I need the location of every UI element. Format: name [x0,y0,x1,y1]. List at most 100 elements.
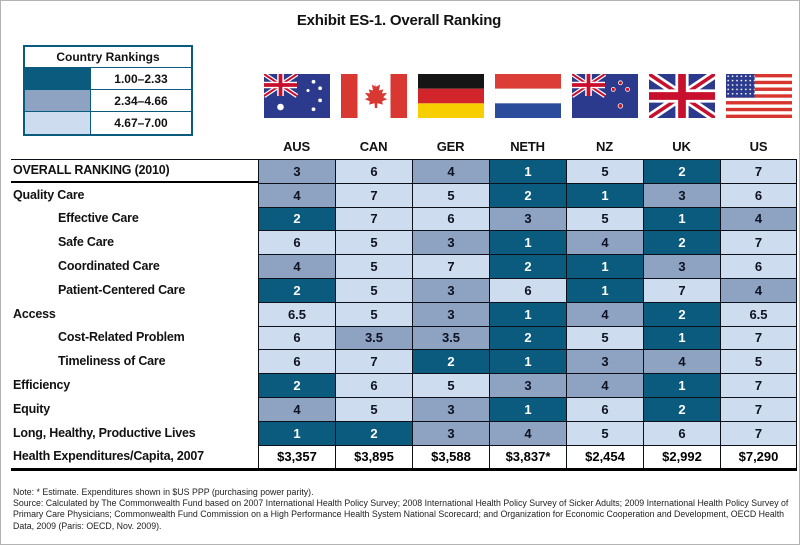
rank-cell: 7 [720,325,797,350]
legend-range-label: 4.67–7.00 [114,116,168,130]
canada-flag-icon [340,74,407,118]
rank-cell: 5 [335,277,412,302]
rank-cell: 5 [335,230,412,255]
rank-cell: $2,454 [566,444,643,469]
rank-cell: 4 [258,396,335,421]
rank-cell: 1 [566,254,643,278]
rank-cell: 6 [720,182,797,207]
legend-range-label: 1.00–2.33 [114,72,168,86]
rank-cell: 5 [335,254,412,278]
rank-cell: 3 [643,254,720,278]
rank-cell: 4 [566,230,643,255]
rank-cell: 3 [489,206,566,231]
legend-swatch-mid [25,90,91,111]
rank-cell: 7 [720,230,797,255]
rank-cell: 3.5 [335,325,412,350]
exhibit-title: Exhibit ES-1. Overall Ranking [296,12,502,29]
rank-cell: 1 [566,277,643,302]
row-label: Coordinated Care [58,259,160,274]
rank-cell: 1 [643,206,720,231]
rank-cell: 6 [258,230,335,255]
row-label: Timeliness of Care [58,354,166,369]
rank-cell: 6.5 [720,301,797,326]
uk-flag-icon [648,74,715,118]
flags-row [258,74,797,118]
rank-cell: 1 [489,396,566,421]
legend-band-row: 2.34–4.66 [25,90,191,112]
rank-cell: 7 [720,373,797,397]
rank-cell: 4 [720,206,797,231]
row-label: Access [13,306,56,321]
country-codes-row: AUS CAN GER NETH NZ UK US [258,139,797,154]
country-code: GER [436,139,465,154]
rank-cell: 2 [258,373,335,397]
rank-cell: 3 [412,396,489,421]
country-rankings-legend: Country Rankings 1.00–2.33 2.34–4.66 4.6… [23,45,193,136]
rank-cell: $7,290 [720,444,797,469]
row-label: Efficiency [13,378,71,393]
rank-cell: 6 [643,420,720,445]
rank-cell: 1 [643,373,720,397]
rank-cell: 5 [566,206,643,231]
rank-cell: 6.5 [258,301,335,326]
row-label: Patient-Centered Care [58,282,186,297]
rank-cell: 6 [258,349,335,374]
rank-cell: $3,357 [258,444,335,469]
germany-flag-icon [417,74,484,118]
row-label: Quality Care [13,187,85,202]
rank-cell: 6 [489,277,566,302]
rank-cell: $3,588 [412,444,489,469]
rank-cell: 1 [489,301,566,326]
row-label: Effective Care [58,211,139,226]
country-code: AUS [283,139,310,154]
legend-swatch-dark [25,68,91,89]
us-flag-icon [725,74,792,118]
country-code: NETH [510,139,545,154]
rank-cell: $2,992 [643,444,720,469]
rank-cell: 5 [566,159,643,183]
new-zealand-flag-icon [571,74,638,118]
rank-cell: 3 [258,159,335,183]
rank-cell: 3 [566,349,643,374]
rank-cell: 4 [258,182,335,207]
rank-cell: 7 [335,182,412,207]
country-code: UK [672,139,691,154]
rank-cell: 2 [643,301,720,326]
rank-cell: 3 [489,373,566,397]
note-line: Note: * Estimate. Expenditures shown in … [13,487,314,497]
rank-cell: 5 [335,396,412,421]
legend-range-label: 2.34–4.66 [114,94,168,108]
country-code: CAN [359,139,388,154]
rank-cell: 4 [566,301,643,326]
rank-cell: 5 [566,325,643,350]
row-label: OVERALL RANKING (2010) [11,159,258,183]
country-code: NZ [596,139,613,154]
rank-cell: 5 [335,301,412,326]
legend-swatch-light [25,112,91,134]
rank-cell: 7 [412,254,489,278]
rank-cell: 7 [643,277,720,302]
rank-cell: 7 [720,420,797,445]
rank-cell: 3 [412,230,489,255]
notes-block: Note: * Estimate. Expenditures shown in … [13,487,791,532]
rank-cell: 4 [412,159,489,183]
source-line: Source: Calculated by The Commonwealth F… [13,498,789,531]
rank-cell: 2 [335,420,412,445]
rank-cell: 4 [643,349,720,374]
row-label: Safe Care [58,235,114,250]
rank-cell: 3 [643,182,720,207]
rank-cell: 5 [412,182,489,207]
legend-band-row: 4.67–7.00 [25,112,191,134]
rank-cell: 2 [643,159,720,183]
rank-cell: 6 [335,159,412,183]
rank-cell: 2 [412,349,489,374]
rank-cell: 6 [566,396,643,421]
rank-cell: 2 [643,396,720,421]
rank-cell: 6 [258,325,335,350]
rank-cell: 6 [412,206,489,231]
rank-cell: 2 [643,230,720,255]
rank-cell: 2 [489,254,566,278]
rank-cell: 1 [566,182,643,207]
rank-cell: 4 [258,254,335,278]
